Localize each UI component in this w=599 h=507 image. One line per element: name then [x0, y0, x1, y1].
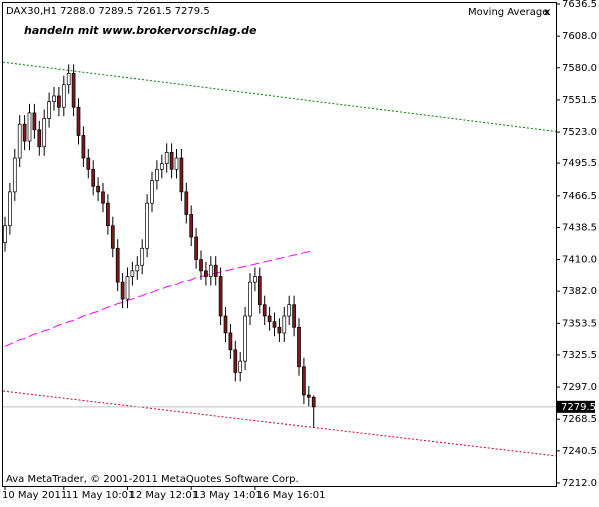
candle-body — [22, 123, 27, 142]
candle-body — [42, 118, 47, 148]
candle-body — [282, 315, 287, 334]
indicator-close[interactable]: x — [544, 7, 551, 18]
candle-body — [243, 315, 247, 362]
trend-line — [2, 61, 557, 133]
x-tick-label: 16 May 16:01 — [257, 490, 326, 501]
candle-body — [52, 95, 56, 102]
y-tick-label: 7353.5 — [562, 318, 597, 329]
y-tick-label: 7212.0 — [562, 478, 597, 489]
y-tick-label: 7523.0 — [562, 127, 597, 138]
candle-body — [223, 315, 228, 334]
y-tick-label: 7240.5 — [562, 446, 597, 457]
candle-body — [96, 185, 100, 193]
candle-body — [106, 202, 110, 227]
candle-body — [238, 360, 243, 373]
candle-body — [101, 191, 105, 204]
candle-body — [228, 332, 233, 351]
candle-body — [179, 157, 184, 193]
candle-body — [194, 236, 198, 260]
candle-body — [208, 264, 213, 277]
candle-body — [37, 129, 42, 148]
candle-body — [115, 247, 120, 283]
candle-body — [174, 157, 179, 170]
candle-body — [57, 95, 61, 108]
trend-line — [2, 390, 557, 457]
y-tick-label: 7608.0 — [562, 31, 597, 42]
plot-frame — [2, 2, 557, 487]
candle-body — [272, 321, 277, 328]
candle-body — [76, 106, 81, 136]
candle-body — [184, 191, 189, 215]
candle-body — [32, 112, 37, 131]
last-price-label: 7279.5 — [561, 402, 596, 413]
candle-body — [164, 152, 169, 165]
candle-body — [297, 326, 301, 368]
candle-body — [189, 214, 194, 238]
x-tick-label: 13 May 14:01 — [193, 490, 262, 501]
x-tick-label: 11 May 10:01 — [66, 490, 135, 501]
moving-average — [4, 250, 314, 347]
candle-body — [61, 84, 66, 108]
y-tick-label: 7268.5 — [562, 414, 597, 425]
candle-body — [47, 101, 51, 119]
last-price-box — [557, 400, 595, 413]
candle-body — [125, 276, 130, 300]
candle-body — [12, 157, 17, 193]
candle-body — [66, 73, 71, 86]
candle-body — [135, 264, 140, 272]
x-tick-label: 10 May 2011 — [2, 490, 67, 501]
candle-body — [81, 135, 86, 159]
candle-body — [199, 259, 203, 272]
candle-body — [110, 225, 115, 249]
candle-body — [159, 163, 164, 170]
indicator-label: Moving Average — [468, 7, 548, 18]
candle-body — [306, 394, 311, 398]
candle-body — [120, 281, 125, 300]
y-tick-label: 7382.0 — [562, 286, 597, 297]
candle-body — [287, 304, 292, 317]
copyright: Ava MetaTrader, © 2001-2011 MetaQuotes S… — [6, 474, 299, 485]
chart-title: DAX30,H1 7288.0 7289.5 7261.5 7279.5 — [6, 6, 210, 17]
candle-body — [145, 202, 149, 249]
y-tick-label: 7325.5 — [562, 350, 597, 361]
candle-body — [155, 168, 159, 181]
y-tick-label: 7551.5 — [562, 95, 597, 106]
candle-body — [267, 315, 272, 322]
y-tick-label: 7466.5 — [562, 191, 597, 202]
candle-body — [253, 276, 257, 283]
candle-body — [71, 73, 76, 108]
x-tick-label: 12 May 12:01 — [130, 490, 199, 501]
y-tick-label: 7297.0 — [562, 382, 597, 393]
candle-body — [17, 123, 22, 159]
y-tick-label: 7636.5 — [562, 0, 597, 10]
candle-body — [91, 168, 96, 187]
candle-body — [213, 264, 218, 277]
candle-body — [262, 304, 267, 317]
candle-body — [233, 349, 238, 373]
candle-body — [204, 270, 208, 277]
candle-body — [311, 396, 316, 408]
candle-body — [86, 157, 91, 170]
candle-body — [130, 270, 135, 277]
candle-body — [257, 276, 262, 306]
y-tick-label: 7438.5 — [562, 222, 597, 233]
candle-body — [169, 152, 174, 170]
candle-body — [277, 326, 282, 334]
y-tick-label: 7580.0 — [562, 63, 597, 74]
candle-body — [3, 225, 7, 244]
candle-body — [140, 247, 145, 266]
candle-body — [248, 281, 252, 317]
candle-body — [302, 366, 306, 396]
y-tick-label: 7410.0 — [562, 255, 597, 266]
candle-body — [292, 304, 296, 328]
candle-body — [150, 180, 154, 204]
candle-body — [27, 112, 32, 142]
candle-body — [218, 276, 223, 317]
annotation: handeln mit www.brokervorschlag.de — [24, 24, 257, 37]
candle-body — [8, 191, 12, 227]
y-tick-label: 7495.5 — [562, 158, 597, 169]
